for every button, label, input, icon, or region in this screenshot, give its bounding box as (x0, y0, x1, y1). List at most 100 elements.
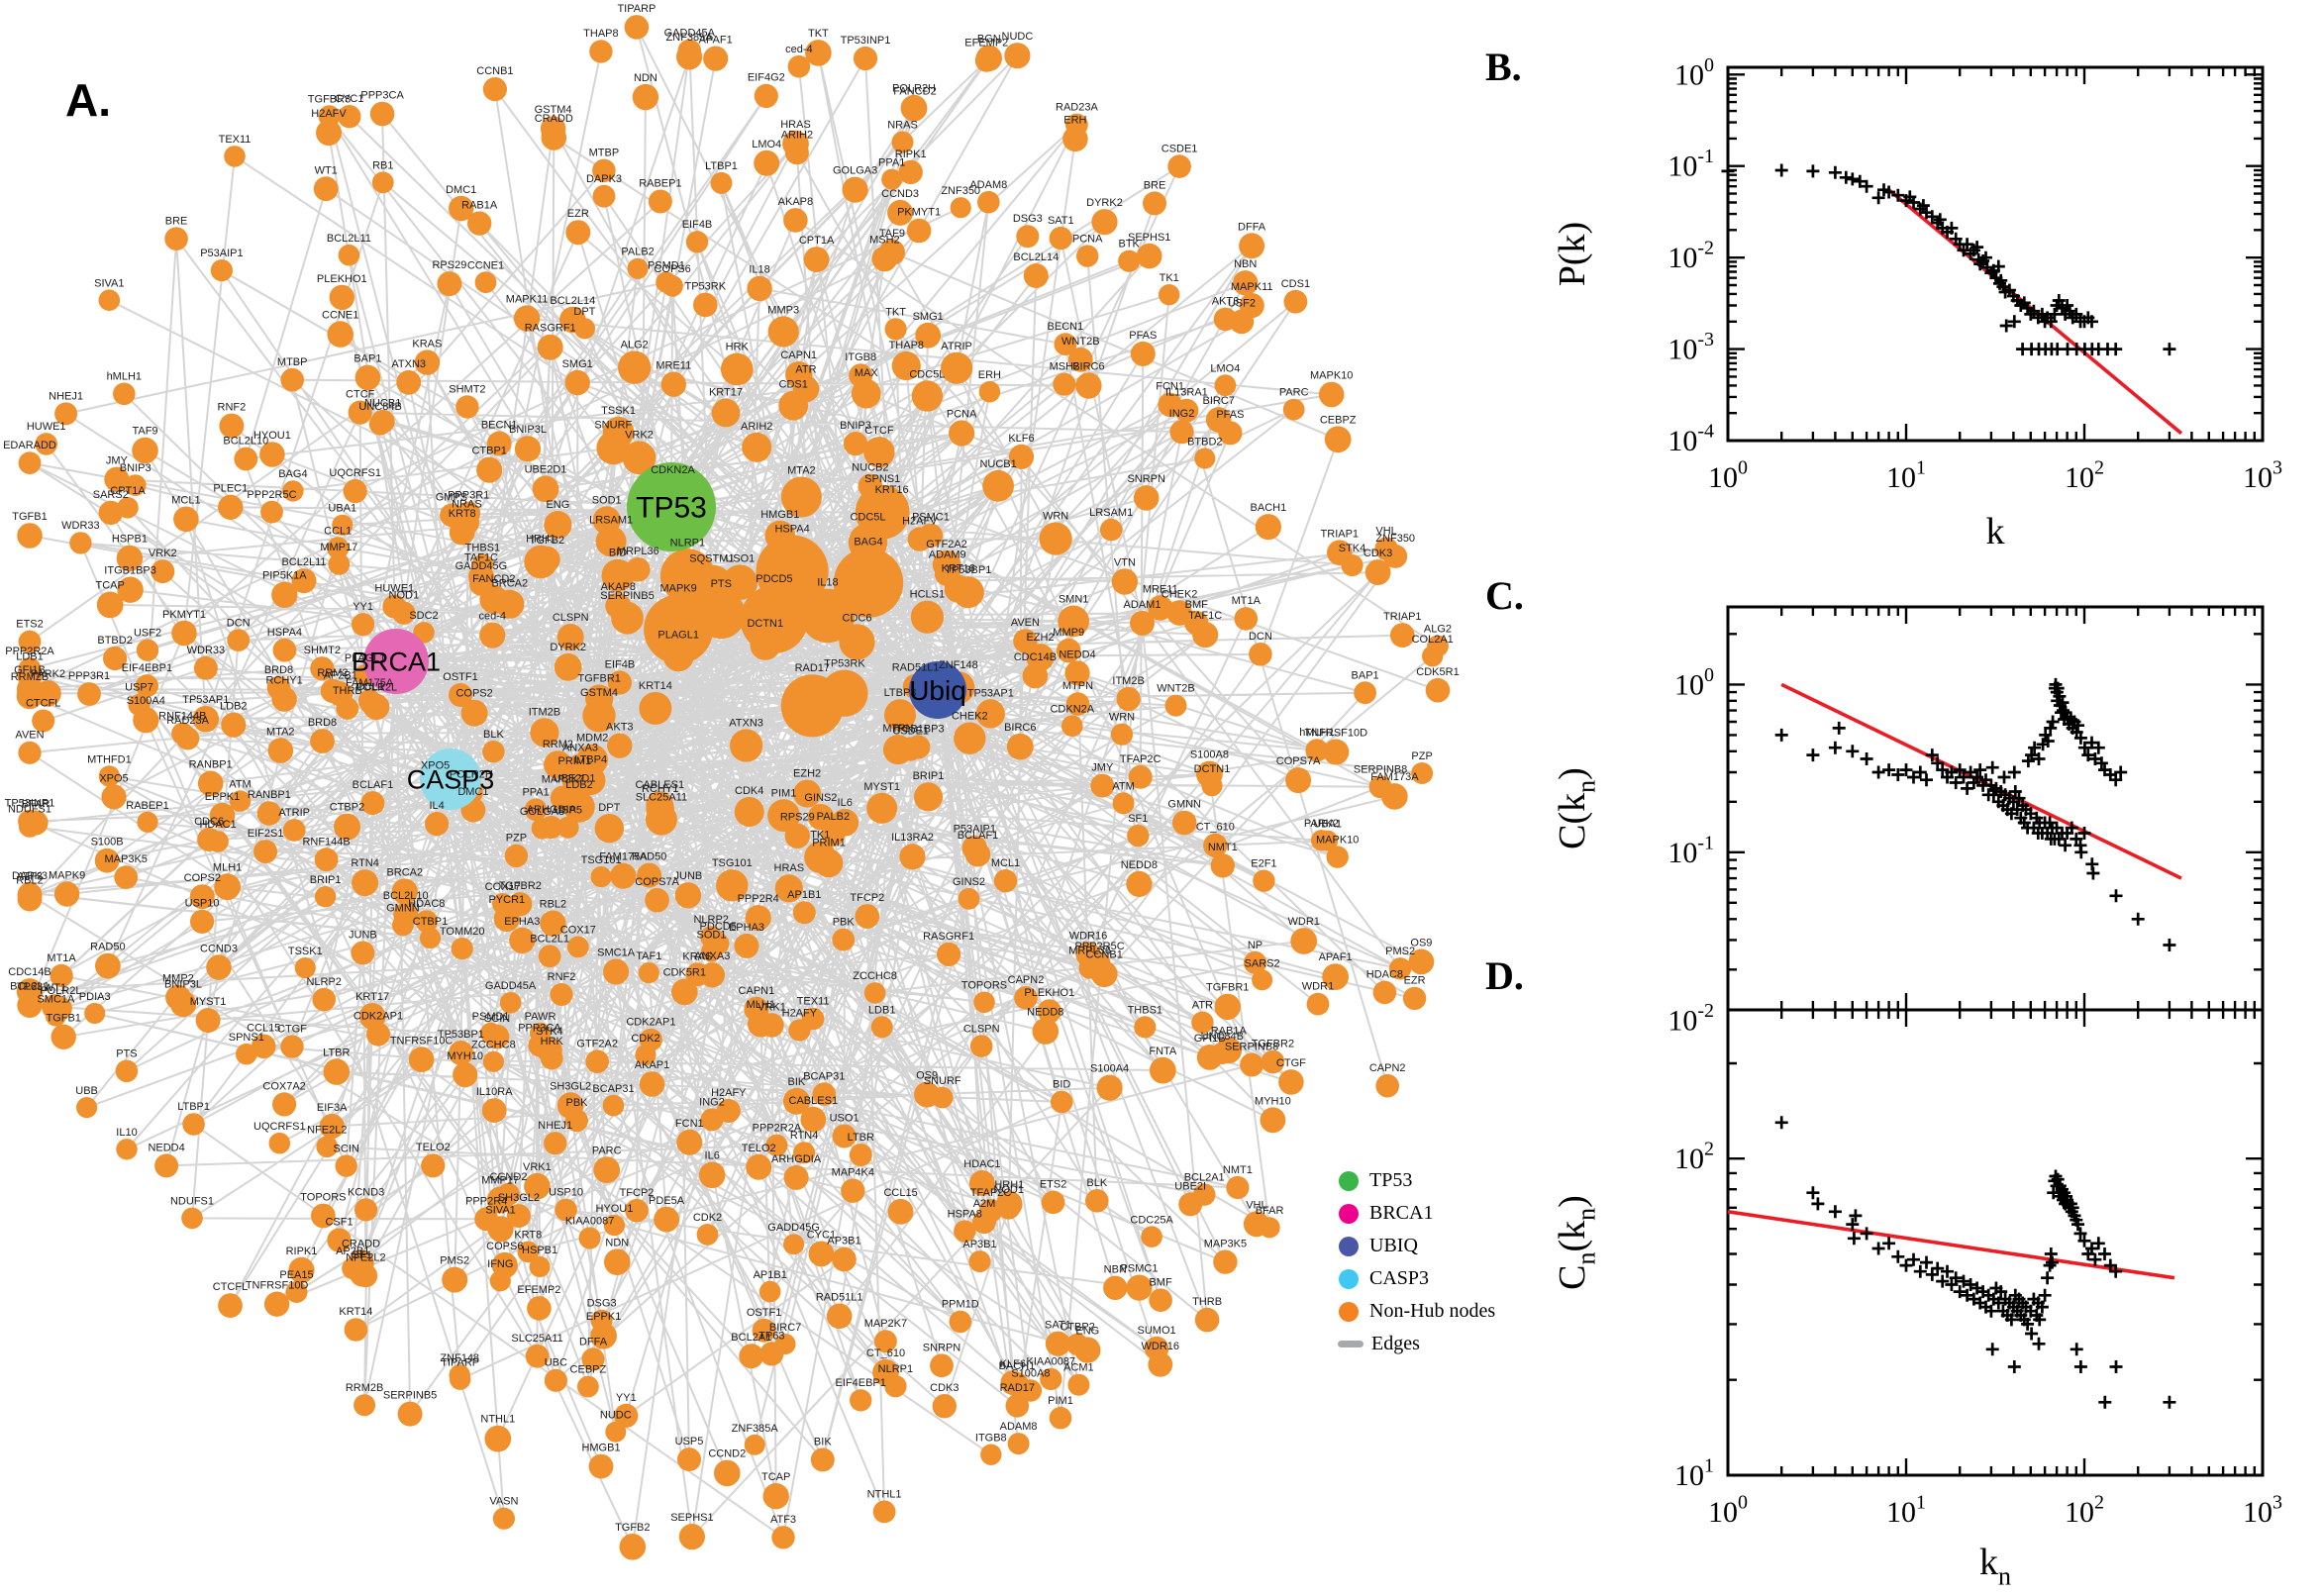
x-tick-label: 102 (2065, 457, 2104, 495)
node-label: USF2 (1228, 298, 1256, 310)
hub-nodes (363, 462, 966, 810)
network-node (1130, 341, 1156, 366)
node-label: BRE (1144, 179, 1166, 191)
network-node (128, 693, 151, 717)
node-label: POLR2L (40, 985, 81, 997)
node-label: PDIA3 (79, 991, 111, 1003)
network-node (1006, 733, 1034, 760)
legend-dot-icon (1339, 1203, 1359, 1224)
node-label: TRIAP1 (1383, 611, 1422, 623)
node-label: DMC1 (457, 786, 488, 798)
network-node (314, 886, 337, 908)
node-label: FAM175A (599, 851, 648, 863)
network-node (637, 862, 662, 888)
network-node (451, 938, 473, 960)
network-node (1000, 1370, 1026, 1395)
node-label: IL10 (116, 1127, 137, 1139)
node-label: CTCF (346, 389, 375, 401)
node-label: PLAGL1 (345, 652, 386, 664)
node-label: KIAA0087 (1027, 1356, 1076, 1368)
node-label: DCN (227, 617, 251, 629)
node-label: JMY (1091, 762, 1114, 774)
node-label: PPP3R1 (448, 489, 489, 501)
network-node (1214, 993, 1241, 1021)
network-node (632, 83, 659, 111)
node-label: NUDC (1002, 31, 1034, 43)
network-node (624, 15, 650, 40)
network-node (914, 1081, 941, 1108)
node-label: HSPB1 (112, 534, 148, 546)
node-label: WDR33 (187, 645, 226, 656)
network-node (696, 1224, 719, 1246)
node-label: ATR (1192, 999, 1213, 1011)
node-label: USO1 (725, 552, 755, 564)
network-node (354, 1394, 376, 1417)
node-label: BRD8 (264, 664, 293, 676)
node-label: CDS1 (779, 379, 808, 391)
node-label: CDS1 (1281, 278, 1310, 290)
network-node (1148, 595, 1173, 621)
network-node (758, 1280, 781, 1303)
node-label: MT1A (1232, 595, 1262, 607)
node-label: MAP4K4 (832, 1167, 874, 1179)
network-node (671, 978, 698, 1006)
node-label: TP53RK (685, 281, 727, 293)
network-node (904, 97, 926, 120)
node-label: NHEJ1 (538, 1120, 572, 1132)
network-node (767, 799, 800, 833)
network-node (544, 1368, 568, 1392)
network-node (137, 811, 158, 833)
node-label: ALG2 (621, 340, 649, 351)
node-label: RRM2 (317, 667, 348, 679)
node-label: EIF4EBP1 (836, 1377, 886, 1389)
node-label: CCNE1 (322, 309, 358, 321)
node-label: DYRK2 (550, 642, 586, 653)
node-label: NBN (1234, 258, 1257, 270)
node-label: CSF1 (325, 1216, 353, 1228)
node-label: MLH1 (213, 861, 242, 873)
network-node (460, 699, 488, 727)
node-label: AKAP8 (778, 196, 813, 208)
node-label: TCAP (761, 1471, 790, 1483)
network-node (762, 1483, 789, 1510)
network-node (344, 1318, 368, 1342)
node-label: CCND2 (708, 1448, 746, 1460)
network-node (1065, 113, 1088, 137)
node-label: APAF1 (1319, 951, 1353, 963)
network-node (805, 40, 832, 66)
node-label: GSTM4 (580, 687, 618, 699)
network-node (1096, 1074, 1123, 1101)
network-node (352, 869, 379, 897)
axis-ticks (1726, 1010, 2265, 1477)
node-label: BID (609, 548, 627, 559)
network-node (77, 682, 101, 706)
network-node (219, 413, 245, 439)
node-label: ARIH2 (781, 129, 813, 141)
network-node (590, 866, 612, 888)
node-label: AKT3 (1212, 296, 1240, 308)
node-label: MT1A (47, 952, 76, 964)
node-label: ITGB8 (975, 1433, 1007, 1445)
node-label: SF1 (1128, 813, 1148, 825)
network-node (937, 942, 961, 967)
network-node (563, 791, 595, 823)
network-node (525, 1344, 550, 1368)
node-label: CDK2 (693, 1212, 722, 1224)
y-tick-label: 10-2 (1667, 238, 1714, 275)
node-label: LDB1 (16, 650, 44, 662)
node-label: NDN (634, 72, 657, 84)
node-label: EPPK1 (586, 1311, 621, 1323)
network-node (974, 49, 998, 72)
node-label: PDCD5 (756, 573, 792, 585)
network-node (419, 927, 442, 949)
network-node (782, 130, 809, 157)
network-node (863, 982, 886, 1004)
node-label: MYH10 (1255, 1095, 1291, 1107)
node-label: CRADD (535, 113, 573, 125)
network-node (313, 176, 339, 202)
node-label: HDAC1 (963, 1158, 1000, 1170)
node-label: HSPB1 (522, 1245, 557, 1256)
network-node (53, 881, 80, 907)
network-node (192, 705, 220, 733)
node-label: RRM2 (543, 739, 573, 750)
